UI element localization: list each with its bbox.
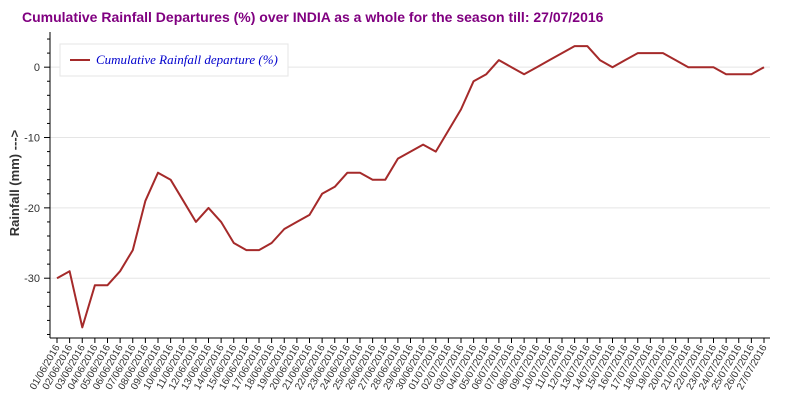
y-tick-label: -20 [24,203,40,215]
legend: Cumulative Rainfall departure (%) [59,43,289,77]
y-axis-label: Rainfall (mm) ---> [7,129,22,236]
y-tick-label: 0 [34,62,40,74]
axes [49,32,770,339]
y-axis-ticks: 0 -10 -20 -30 [24,38,50,335]
x-axis-ticks: 01/06/201602/06/201603/06/201604/06/2016… [28,338,770,392]
y-tick-label: -10 [24,133,40,145]
series-line [56,45,765,329]
legend-label: Cumulative Rainfall departure (%) [96,52,278,67]
chart-title: Cumulative Rainfall Departures (%) over … [22,9,604,25]
series-group [56,45,765,329]
gridlines [50,66,770,279]
y-tick-label: -30 [24,273,40,285]
legend-box [59,43,289,77]
